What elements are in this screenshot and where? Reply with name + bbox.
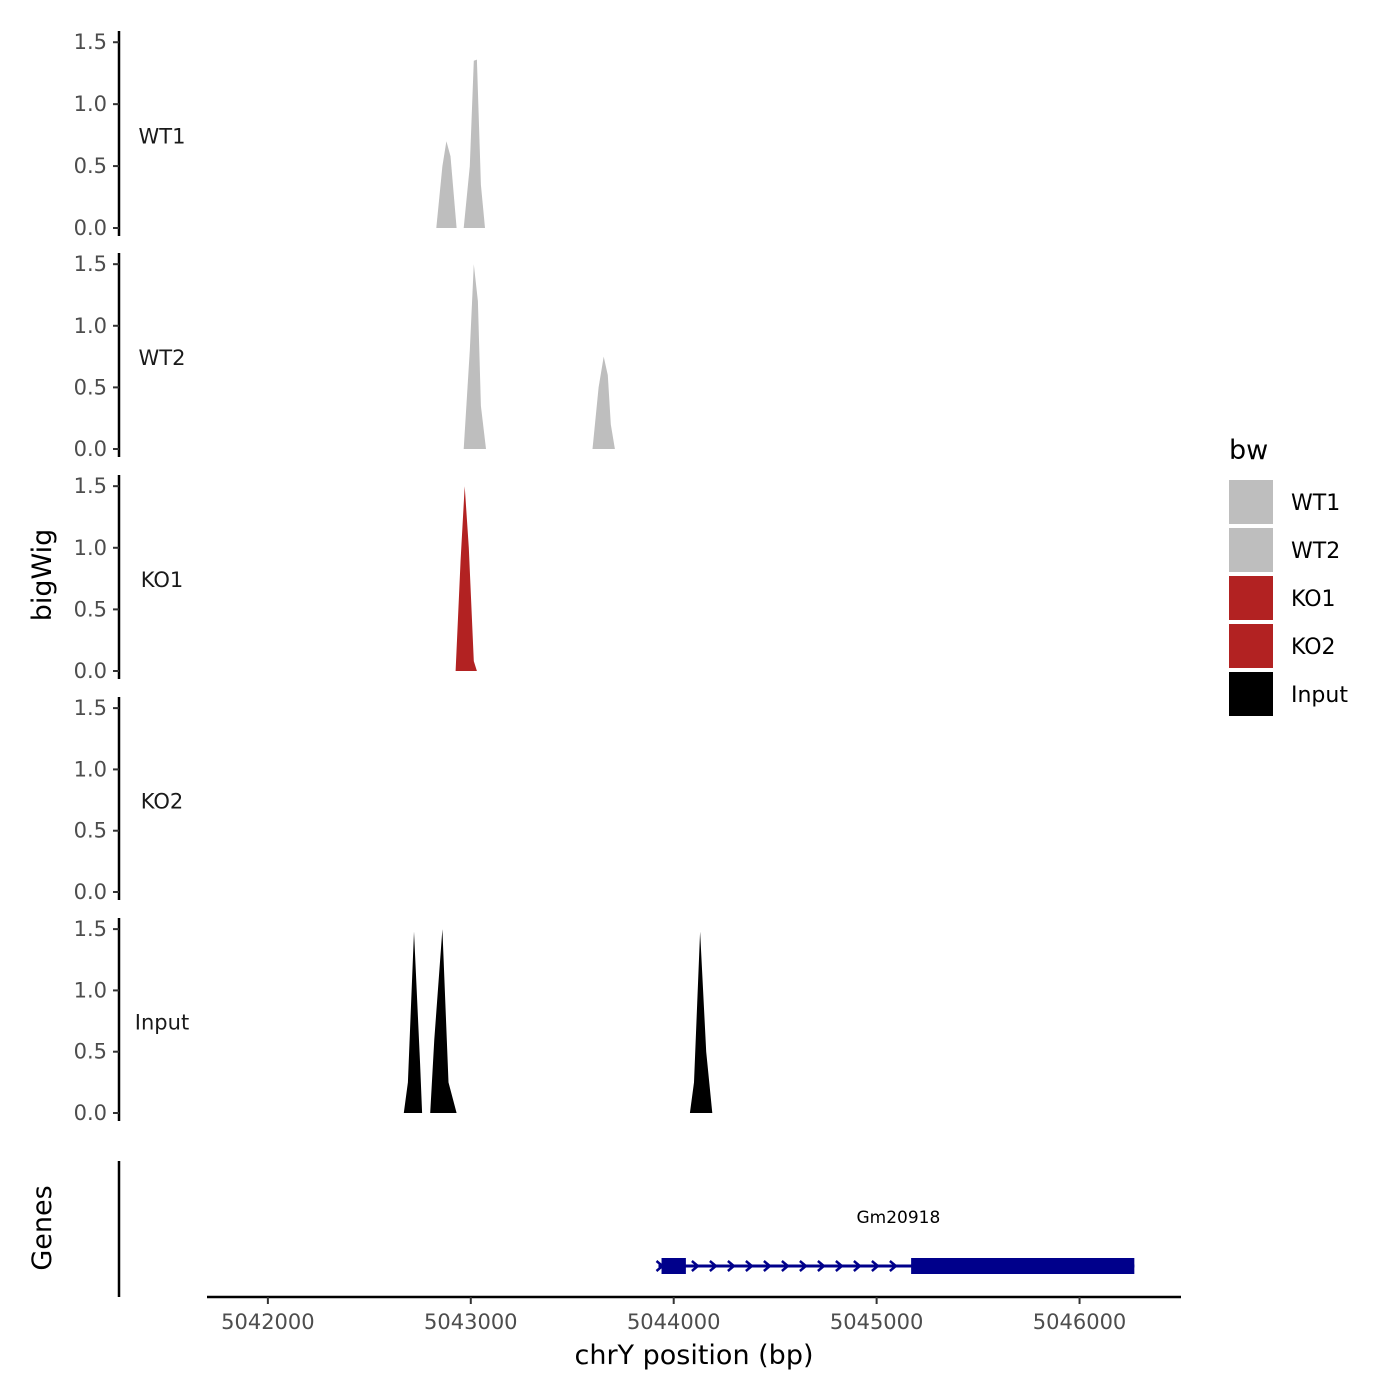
strand-arrow xyxy=(691,1260,700,1272)
legend: bw WT1 WT2 KO1 KO2 Input xyxy=(1229,435,1348,716)
y-tick-label: 1.5 xyxy=(74,917,107,941)
strand-arrow xyxy=(853,1260,862,1272)
y-tick-label: 1.0 xyxy=(74,757,107,781)
y-tick-label: 1.0 xyxy=(74,978,107,1002)
track-panel-ko2: 0.0 0.5 1.0 1.5 KO2 xyxy=(74,696,184,904)
y-tick-label: 0.0 xyxy=(74,659,107,683)
strand-arrow xyxy=(745,1260,754,1272)
strand-arrow xyxy=(781,1260,790,1272)
track-label-input: Input xyxy=(135,1011,189,1035)
y-tick-label: 1.5 xyxy=(74,696,107,720)
x-tick-label: 5042000 xyxy=(221,1310,315,1334)
y-tick-label: 1.0 xyxy=(74,314,107,338)
track-label-ko1: KO1 xyxy=(141,568,184,592)
legend-label-wt2: WT2 xyxy=(1291,539,1340,564)
legend-swatch-input xyxy=(1229,672,1273,716)
strand-arrow xyxy=(709,1260,718,1272)
genes-axis-title: Genes xyxy=(27,1185,58,1270)
legend-swatch-ko1 xyxy=(1229,576,1273,620)
y-tick-label: 0.0 xyxy=(74,437,107,461)
strand-arrow xyxy=(889,1260,898,1272)
y-tick-label: 0.5 xyxy=(74,154,107,178)
track-panel-wt1: 0.0 0.5 1.0 1.5 WT1 xyxy=(74,30,485,240)
strand-arrow xyxy=(835,1260,844,1272)
y-tick-label: 0.5 xyxy=(74,375,107,399)
peak-wt2 xyxy=(463,264,486,449)
gene-exon xyxy=(911,1258,1135,1274)
gene-label: Gm20918 xyxy=(856,1208,940,1228)
strand-arrow xyxy=(799,1260,808,1272)
legend-swatch-wt1 xyxy=(1229,480,1273,524)
peak-input xyxy=(689,931,713,1113)
strand-arrow xyxy=(727,1260,736,1272)
x-tick-label: 5044000 xyxy=(627,1310,721,1334)
y-tick-label: 1.5 xyxy=(74,474,107,498)
x-tick-label: 5046000 xyxy=(1033,1310,1127,1334)
peak-wt1 xyxy=(436,141,457,228)
strand-arrow xyxy=(871,1260,880,1272)
gene-exon xyxy=(661,1258,686,1274)
peak-input xyxy=(430,929,457,1113)
y-tick-label: 1.0 xyxy=(74,92,107,116)
track-panel-input: 0.0 0.5 1.0 1.5 Input xyxy=(74,917,713,1125)
x-axis: 5042000 5043000 5044000 5045000 5046000 xyxy=(207,1295,1181,1334)
legend-label-ko1: KO1 xyxy=(1291,587,1336,612)
y-tick-label: 0.5 xyxy=(74,1040,107,1064)
y-tick-label: 0.0 xyxy=(74,880,107,904)
legend-swatch-wt2 xyxy=(1229,528,1273,572)
tracks-layer: 0.0 0.5 1.0 1.5 WT1 0.0 0.5 1.0 1.5 WT2 0.0 0.5 1.0 1… xyxy=(74,30,713,1125)
peak-ko1 xyxy=(455,486,477,671)
legend-label-wt1: WT1 xyxy=(1291,491,1340,516)
x-tick-label: 5043000 xyxy=(424,1310,518,1334)
strand-arrow xyxy=(817,1260,826,1272)
y-tick-label: 0.5 xyxy=(74,597,107,621)
gene-gm20918: Gm20918 xyxy=(655,1208,1135,1274)
track-label-wt1: WT1 xyxy=(139,125,186,149)
y-axis-title: bigWig xyxy=(27,529,58,622)
track-panel-ko1: 0.0 0.5 1.0 1.5 KO1 xyxy=(74,474,477,683)
peak-wt2 xyxy=(592,356,615,449)
track-label-wt2: WT2 xyxy=(139,346,186,370)
strand-arrow xyxy=(763,1260,772,1272)
peak-input xyxy=(403,931,423,1113)
track-panel-wt2: 0.0 0.5 1.0 1.5 WT2 xyxy=(74,252,615,461)
legend-title: bw xyxy=(1229,435,1268,466)
legend-label-input: Input xyxy=(1291,683,1348,708)
peak-wt1 xyxy=(463,59,485,228)
y-tick-label: 0.0 xyxy=(74,1101,107,1125)
x-tick-label: 5045000 xyxy=(830,1310,924,1334)
track-label-ko2: KO2 xyxy=(141,790,184,814)
y-tick-label: 1.5 xyxy=(74,30,107,54)
legend-swatch-ko2 xyxy=(1229,624,1273,668)
y-tick-label: 0.5 xyxy=(74,819,107,843)
genes-panel: Gm20918 xyxy=(117,1161,1135,1297)
x-axis-title: chrY position (bp) xyxy=(574,1340,813,1371)
y-tick-label: 0.0 xyxy=(74,216,107,240)
y-tick-label: 1.0 xyxy=(74,536,107,560)
legend-label-ko2: KO2 xyxy=(1291,635,1336,660)
y-tick-label: 1.5 xyxy=(74,252,107,276)
